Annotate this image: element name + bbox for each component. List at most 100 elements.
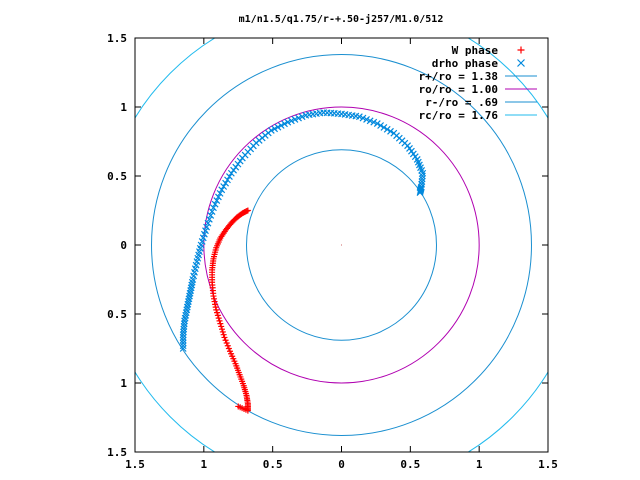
drho-phase-point-6 (180, 328, 187, 336)
drho-phase-point-42 (205, 215, 213, 223)
w-phase-point-69 (225, 345, 232, 352)
drho-phase-point-0 (179, 345, 187, 352)
drho-phase-point-103 (383, 125, 391, 133)
drho-phase-point-74 (281, 120, 288, 128)
w-phase-point-64 (220, 331, 227, 338)
drho-phase-point-102 (380, 123, 388, 131)
w-phase-point-61 (218, 323, 225, 330)
drho-phase-point-49 (216, 189, 224, 197)
drho-phase-point-1 (179, 342, 187, 350)
drho-phase-point-98 (366, 117, 374, 125)
legend-label-w-phase: W phase (452, 44, 499, 57)
drho-phase-point-9 (180, 320, 188, 328)
drho-phase-point-4 (179, 334, 187, 341)
drho-phase-point-121 (419, 172, 426, 180)
drho-phase-point-78 (295, 114, 302, 122)
drho-phase-point-79 (298, 113, 306, 121)
drho-phase-point-46 (211, 200, 219, 208)
legend-label-r-ro-69: r-/ro = .69 (425, 96, 498, 109)
y-tick-label: 0.5 (107, 170, 127, 183)
y-tick-label: 0 (120, 239, 127, 252)
drho-phase-point-96 (359, 114, 367, 122)
drho-phase-point-97 (363, 115, 370, 123)
drho-phase-point-99 (370, 118, 378, 126)
w-phase-point-65 (221, 334, 228, 341)
x-tick-label: 1.5 (125, 458, 145, 471)
drho-phase-point-100 (373, 120, 381, 127)
drho-phase-point-50 (218, 186, 226, 194)
circle-r-ro-1-38 (151, 54, 532, 436)
chart-title: m1/n1.5/q1.75/r-+.50-j257/M1.0/512 (239, 13, 444, 25)
plot-curves (135, 38, 548, 452)
drho-phase-point-5 (179, 331, 187, 339)
legend-label-ro-ro-1-00: ro/ro = 1.00 (419, 83, 498, 96)
drho-phase-point-70 (267, 127, 275, 134)
x-tick-label: 1 (201, 458, 208, 471)
x-tick-label: 0.5 (400, 458, 420, 471)
w-phase-point-105 (235, 403, 242, 410)
w-phase-point-62 (219, 326, 226, 333)
drho-phase-point-40 (203, 223, 211, 231)
series-w-phase (209, 207, 251, 414)
drho-phase-point-72 (274, 123, 282, 131)
drho-phase-point-75 (284, 118, 292, 126)
drho-phase-point-101 (377, 122, 385, 129)
drho-phase-point-51 (220, 183, 228, 190)
y-tick-label: 1.5 (107, 32, 127, 45)
drho-phase-point-52 (222, 179, 230, 187)
drho-phase-point-47 (213, 197, 221, 204)
drho-phase-point-7 (180, 325, 188, 333)
circle-ro-ro-1-00 (203, 106, 480, 384)
legend-label-drho-phase: drho phase (432, 57, 499, 70)
w-phase-point-57 (214, 312, 221, 319)
w-phase-point-55 (213, 306, 220, 313)
drho-phase-point-104 (387, 127, 394, 135)
w-phase-point-68 (224, 342, 231, 349)
y-tick-label: 1.5 (107, 446, 127, 459)
drho-phase-point-130 (416, 189, 424, 196)
w-phase-point-60 (217, 320, 224, 327)
w-phase-point-19 (223, 225, 230, 232)
drho-phase-point-73 (277, 122, 285, 129)
drho-phase-point-77 (291, 115, 299, 123)
x-tick-label: 0 (338, 458, 345, 471)
legend-marker-drho-phase (517, 59, 525, 67)
drho-phase-point-120 (419, 169, 427, 177)
drho-phase-point-2 (179, 339, 187, 347)
drho-phase-point-122 (418, 175, 426, 183)
x-tick-label: 1.5 (538, 458, 558, 471)
w-phase-point-63 (219, 328, 226, 335)
x-tick-label: 1 (476, 458, 483, 471)
legend-marker-w-phase (517, 46, 525, 54)
w-phase-point-58 (215, 315, 222, 322)
drho-phase-point-45 (210, 204, 217, 212)
y-tick-label: 1 (120, 377, 127, 390)
circle-r-ro-69 (246, 149, 437, 341)
drho-phase-point-95 (355, 113, 363, 121)
drho-phase-point-41 (204, 219, 212, 227)
drho-phase-point-3 (179, 336, 187, 344)
series-drho-phase (179, 109, 427, 352)
drho-phase-point-8 (180, 322, 188, 330)
circle-rc-ro-1-76 (135, 38, 548, 452)
plot-markers (179, 109, 427, 414)
drho-phase-point-53 (224, 176, 231, 184)
axis-ticks: 1.5 1 0.5 0 0.5 1 1.51.510.500.511.5 (107, 32, 558, 471)
drho-phase-point-54 (226, 173, 233, 180)
drho-phase-point-43 (207, 212, 215, 219)
x-tick-label: 0.5 (263, 458, 283, 471)
origin-mark (341, 244, 342, 246)
legend-label-r-ro-1-38: r+/ro = 1.38 (419, 70, 498, 83)
legend-label-rc-ro-1-76: rc/ro = 1.76 (419, 109, 499, 122)
w-phase-point-56 (214, 309, 221, 316)
y-tick-label: 0.5 (107, 308, 127, 321)
drho-phase-point-44 (208, 208, 216, 216)
drho-phase-point-71 (271, 125, 279, 133)
w-phase-point-66 (222, 337, 229, 344)
w-phase-point-59 (216, 317, 223, 324)
drho-phase-point-76 (287, 117, 295, 125)
w-phase-point-67 (223, 339, 230, 346)
drho-phase-point-123 (418, 178, 426, 185)
